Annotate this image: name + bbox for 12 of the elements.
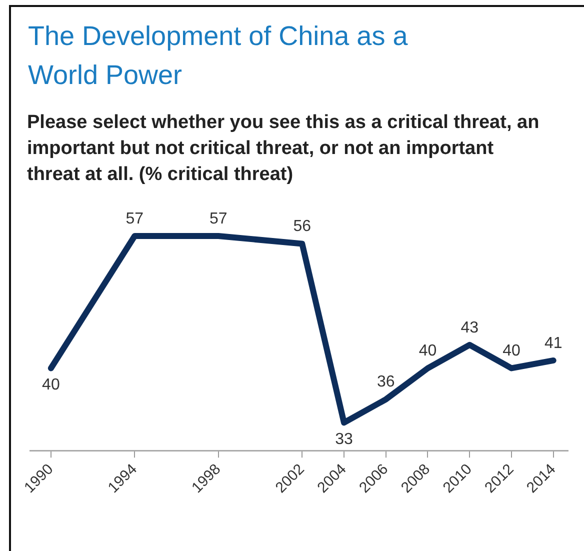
data-label: 43	[460, 319, 479, 336]
data-label: 57	[210, 210, 228, 228]
data-label: 40	[418, 342, 437, 360]
chart-subtitle: Please select whether you see this as a critical threat, an important but not critical threat, or not an important threat at all. (% critical threat)	[27, 111, 540, 187]
data-label: 36	[376, 374, 395, 391]
data-label: 40	[42, 376, 60, 394]
chart-title: The Development of China as a World Power	[28, 20, 409, 92]
data-label: 33	[335, 431, 354, 448]
data-label: 57	[126, 210, 144, 228]
data-label: 40	[502, 342, 520, 360]
data-label: 56	[293, 218, 312, 236]
data-label: 41	[544, 334, 562, 352]
